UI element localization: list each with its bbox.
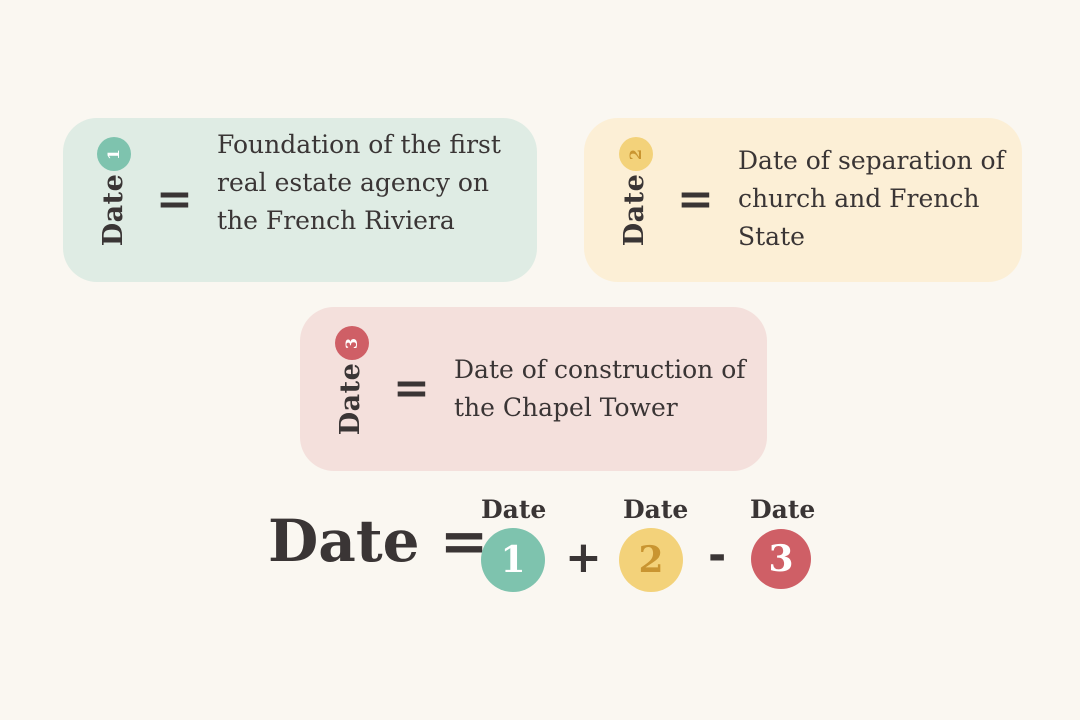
clue-card-1-number: 1 (104, 148, 124, 160)
clue-card-1-description: Foundation of the first real estate agen… (217, 130, 501, 235)
formula-term-1-badge: 1 (481, 528, 545, 592)
clue-card-2-description: Date of separation of church and French … (738, 146, 1005, 251)
clue-card-2-background (584, 118, 1022, 282)
clue-card-3-number-badge: 3 (335, 326, 369, 360)
clue-card-2-date-label: Date (618, 173, 650, 247)
clue-card-1-equals: = (156, 174, 193, 225)
formula-term-3-label: Date (750, 495, 816, 524)
clue-card-3-date-label: Date (334, 362, 366, 436)
formula-term-2-badge: 2 (619, 528, 683, 592)
formula-minus-operator: - (708, 530, 727, 581)
clue-card-3-background (300, 307, 767, 471)
formula-term-3-badge: 3 (751, 529, 811, 589)
formula-term-1-label: Date (481, 495, 547, 524)
formula-plus-operator: + (565, 532, 602, 583)
clue-card-3-description: Date of construction of the Chapel Tower (454, 355, 746, 422)
clue-card-2-number: 2 (626, 148, 646, 160)
clue-card-2-equals: = (677, 174, 714, 225)
formula-lhs: Date = (268, 507, 489, 575)
formula-term-2-label: Date (623, 495, 689, 524)
clue-card-3-equals: = (393, 363, 430, 414)
clue-card-1-number-badge: 1 (97, 137, 131, 171)
clue-card-1-date-label: Date (97, 173, 129, 247)
clue-card-3-number: 3 (342, 337, 362, 349)
clue-card-1-background (63, 118, 537, 282)
clue-card-2-number-badge: 2 (619, 137, 653, 171)
